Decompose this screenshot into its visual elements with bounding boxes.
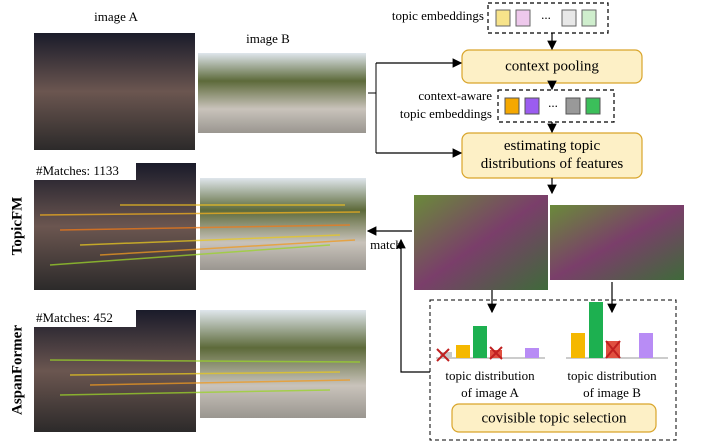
text-line: topic distribution xyxy=(445,368,535,383)
text-line: context-aware xyxy=(418,88,492,103)
text-line: topic distribution xyxy=(567,368,657,383)
selection-label: covisible topic selection xyxy=(482,410,627,426)
dist-a-label: topic distribution of image A xyxy=(445,368,535,400)
text-line: topic embeddings xyxy=(400,106,492,121)
dist-b-label: topic distribution of image B xyxy=(567,368,657,400)
topic-bars xyxy=(436,302,668,361)
context-aware-label: context-aware topic embeddings xyxy=(400,88,492,121)
text-line: distributions of features xyxy=(481,156,624,172)
text-line: of image B xyxy=(583,385,641,400)
text-line: estimating topic xyxy=(504,138,601,154)
context-pooling: context pooling xyxy=(505,58,599,74)
match-label: match xyxy=(370,237,402,252)
image-b-label: image B xyxy=(246,31,290,46)
text-line: of image A xyxy=(461,385,519,400)
ellipsis: ... xyxy=(548,95,558,110)
figure: image A image B #Matches: 1133 TopicFM #Ma… xyxy=(0,0,702,443)
image-a-label: image A xyxy=(94,9,138,24)
method-label: AspanFormer xyxy=(9,325,25,415)
matches-count: #Matches: 1133 xyxy=(36,163,119,178)
method-label: TopicFM xyxy=(9,197,25,256)
ellipsis: ... xyxy=(541,7,551,22)
matches-count: #Matches: 452 xyxy=(36,310,113,325)
topic-embeddings-label: topic embeddings xyxy=(392,8,484,23)
